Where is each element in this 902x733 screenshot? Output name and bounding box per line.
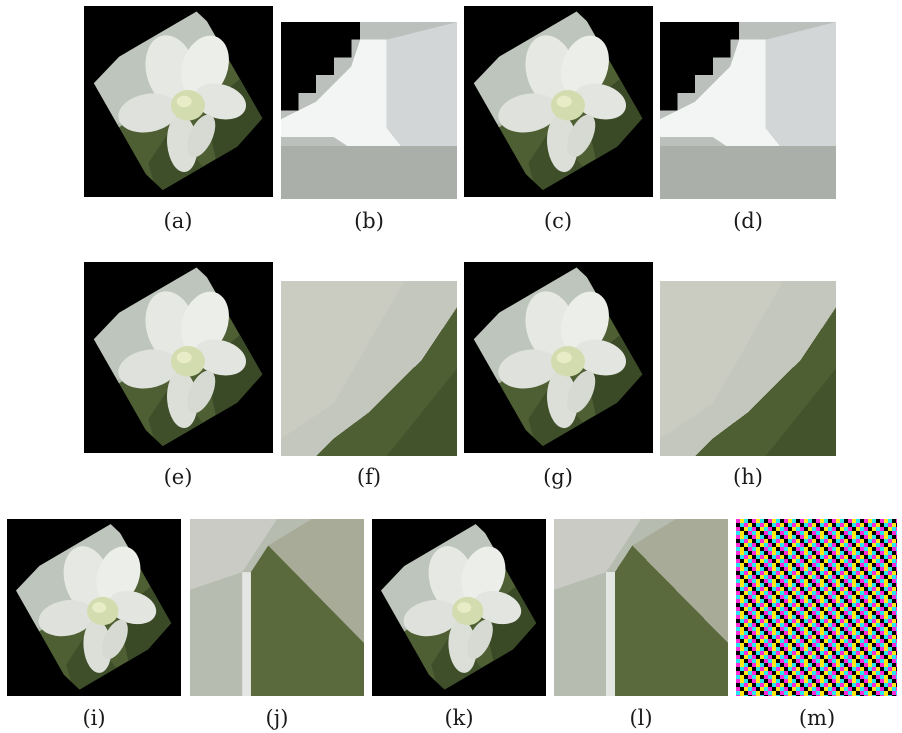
caption-j: (j) <box>265 706 289 730</box>
caption-i: (i) <box>82 706 106 730</box>
caption-l: (l) <box>629 706 653 730</box>
caption-k: (k) <box>444 706 474 730</box>
panel-m-pattern <box>736 519 897 696</box>
caption-c: (c) <box>543 209 573 233</box>
panel-b-crop <box>281 22 457 199</box>
panel-g-image <box>464 262 653 453</box>
panel-a-image <box>84 6 273 197</box>
panel-h-crop <box>660 281 836 456</box>
caption-m: (m) <box>798 706 836 730</box>
panel-l-crop <box>554 519 728 696</box>
caption-f: (f) <box>356 465 382 489</box>
caption-e: (e) <box>163 465 193 489</box>
caption-b: (b) <box>354 209 384 233</box>
panel-f-crop <box>281 281 457 456</box>
panel-c-image <box>464 6 653 197</box>
panel-k-image <box>372 519 546 696</box>
panel-e-image <box>84 262 273 453</box>
caption-a: (a) <box>163 209 193 233</box>
caption-h: (h) <box>733 465 763 489</box>
panel-i-image <box>7 519 181 696</box>
caption-g: (g) <box>543 465 573 489</box>
panel-j-crop <box>190 519 364 696</box>
panel-d-crop <box>660 22 836 199</box>
caption-d: (d) <box>733 209 763 233</box>
